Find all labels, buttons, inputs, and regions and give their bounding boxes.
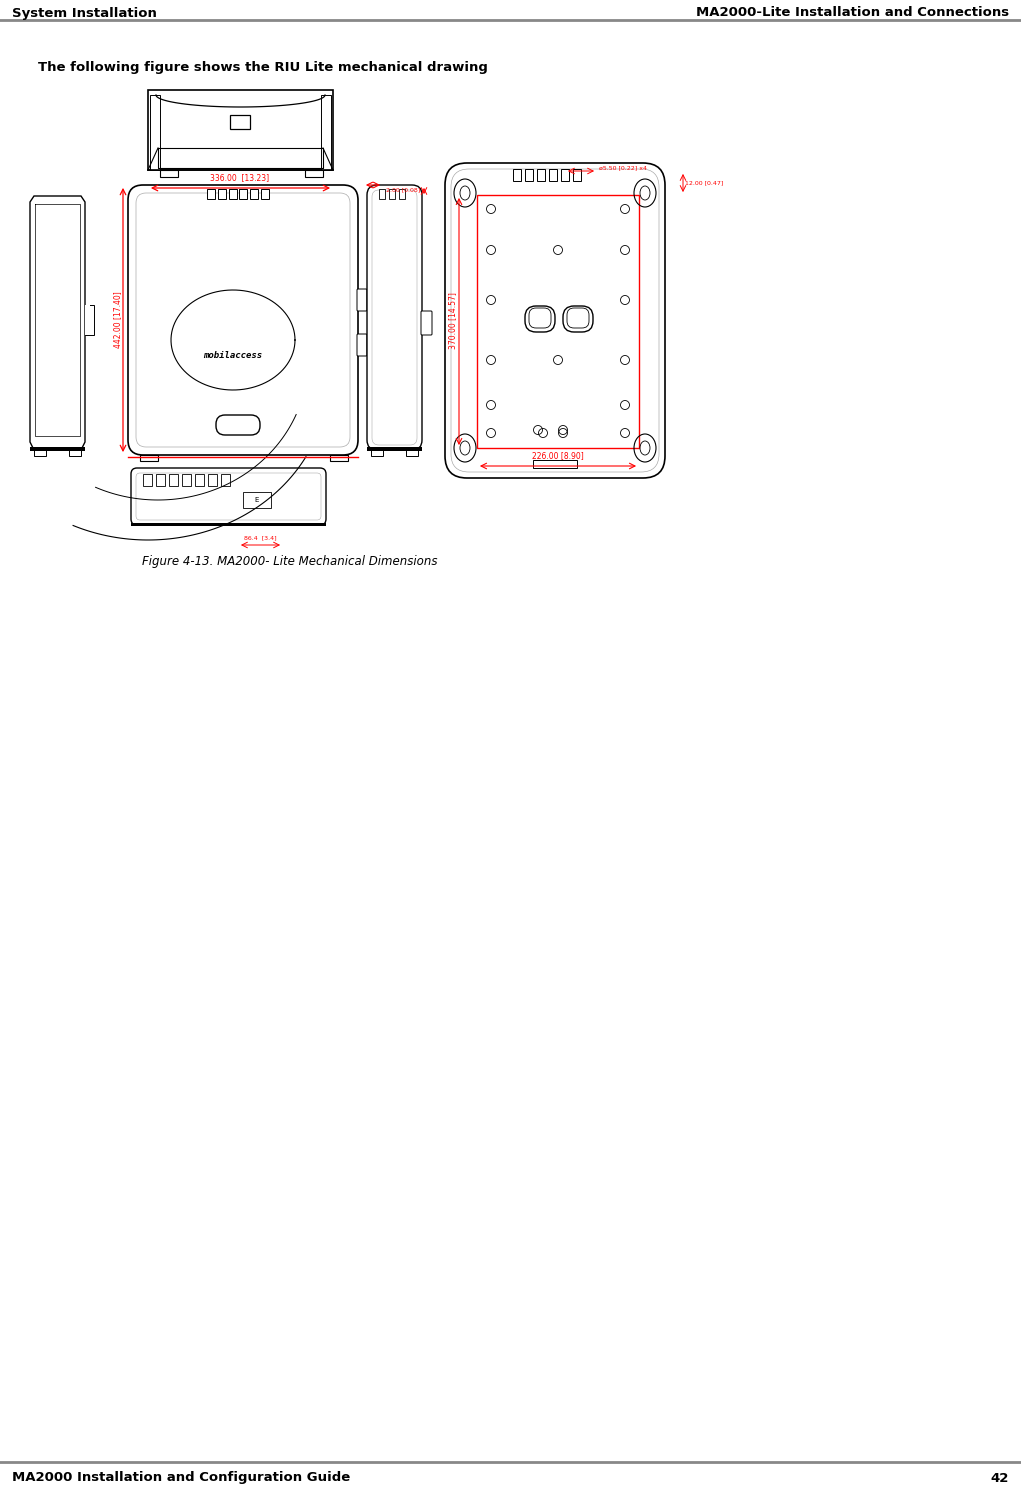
Text: 86.4  [3.4]: 86.4 [3.4] xyxy=(244,534,277,540)
FancyBboxPatch shape xyxy=(357,289,367,311)
Polygon shape xyxy=(30,196,85,451)
Text: System Installation: System Installation xyxy=(12,6,157,19)
Bar xyxy=(69,451,81,457)
Bar xyxy=(477,195,639,448)
FancyBboxPatch shape xyxy=(357,334,367,356)
Bar xyxy=(513,169,521,181)
Bar xyxy=(239,189,247,199)
Bar xyxy=(140,455,158,461)
Text: 442.00 [17.40]: 442.00 [17.40] xyxy=(113,292,121,349)
Bar xyxy=(143,475,152,487)
Text: 226.00 [8.90]: 226.00 [8.90] xyxy=(532,451,584,460)
Bar xyxy=(371,451,383,457)
Bar xyxy=(221,475,230,487)
FancyBboxPatch shape xyxy=(216,415,260,436)
Text: 12.00 [0.47]: 12.00 [0.47] xyxy=(685,181,723,186)
Bar xyxy=(243,493,271,507)
Bar xyxy=(195,475,204,487)
Bar xyxy=(208,475,217,487)
Text: Figure 4-13. MA2000- Lite Mechanical Dimensions: Figure 4-13. MA2000- Lite Mechanical Dim… xyxy=(142,555,438,569)
Text: mobilaccess: mobilaccess xyxy=(203,350,262,359)
Text: MA2000 Installation and Configuration Guide: MA2000 Installation and Configuration Gu… xyxy=(12,1472,350,1485)
FancyBboxPatch shape xyxy=(367,186,422,451)
Bar xyxy=(573,169,581,181)
Bar xyxy=(525,169,533,181)
Bar xyxy=(305,171,323,177)
Bar xyxy=(160,171,178,177)
Bar xyxy=(399,189,405,199)
Bar xyxy=(230,115,250,129)
FancyBboxPatch shape xyxy=(525,305,555,332)
Bar xyxy=(207,189,215,199)
Bar xyxy=(156,475,165,487)
Text: 370.00 [14.57]: 370.00 [14.57] xyxy=(448,292,457,349)
Bar xyxy=(561,169,569,181)
Bar xyxy=(182,475,191,487)
Text: MA2000-Lite Installation and Connections: MA2000-Lite Installation and Connections xyxy=(696,6,1009,19)
Bar xyxy=(406,451,418,457)
Bar xyxy=(85,305,90,335)
Bar xyxy=(169,475,178,487)
Bar xyxy=(389,189,395,199)
Bar xyxy=(321,94,331,171)
Bar xyxy=(250,189,258,199)
Text: The following figure shows the RIU Lite mechanical drawing: The following figure shows the RIU Lite … xyxy=(38,61,488,75)
FancyBboxPatch shape xyxy=(148,90,333,171)
FancyBboxPatch shape xyxy=(563,305,593,332)
Bar xyxy=(150,94,160,171)
Text: 42: 42 xyxy=(990,1472,1009,1485)
Bar xyxy=(261,189,269,199)
Bar xyxy=(549,169,557,181)
FancyBboxPatch shape xyxy=(131,469,326,525)
Bar xyxy=(34,451,46,457)
Text: 336.00  [13.23]: 336.00 [13.23] xyxy=(210,174,270,183)
Bar xyxy=(537,169,545,181)
Bar xyxy=(533,460,577,469)
FancyBboxPatch shape xyxy=(128,186,358,455)
Bar xyxy=(229,189,237,199)
Bar xyxy=(85,305,94,335)
Bar xyxy=(218,189,226,199)
Text: E: E xyxy=(255,497,259,503)
Text: ø5.50 [0.22] x4: ø5.50 [0.22] x4 xyxy=(599,166,647,171)
FancyBboxPatch shape xyxy=(445,163,665,478)
Text: 2.00 [0.08]: 2.00 [0.08] xyxy=(386,187,421,193)
Bar xyxy=(367,448,422,451)
Bar xyxy=(131,522,326,525)
FancyBboxPatch shape xyxy=(421,311,432,335)
Bar xyxy=(30,448,85,451)
Bar xyxy=(330,455,348,461)
Bar xyxy=(379,189,385,199)
